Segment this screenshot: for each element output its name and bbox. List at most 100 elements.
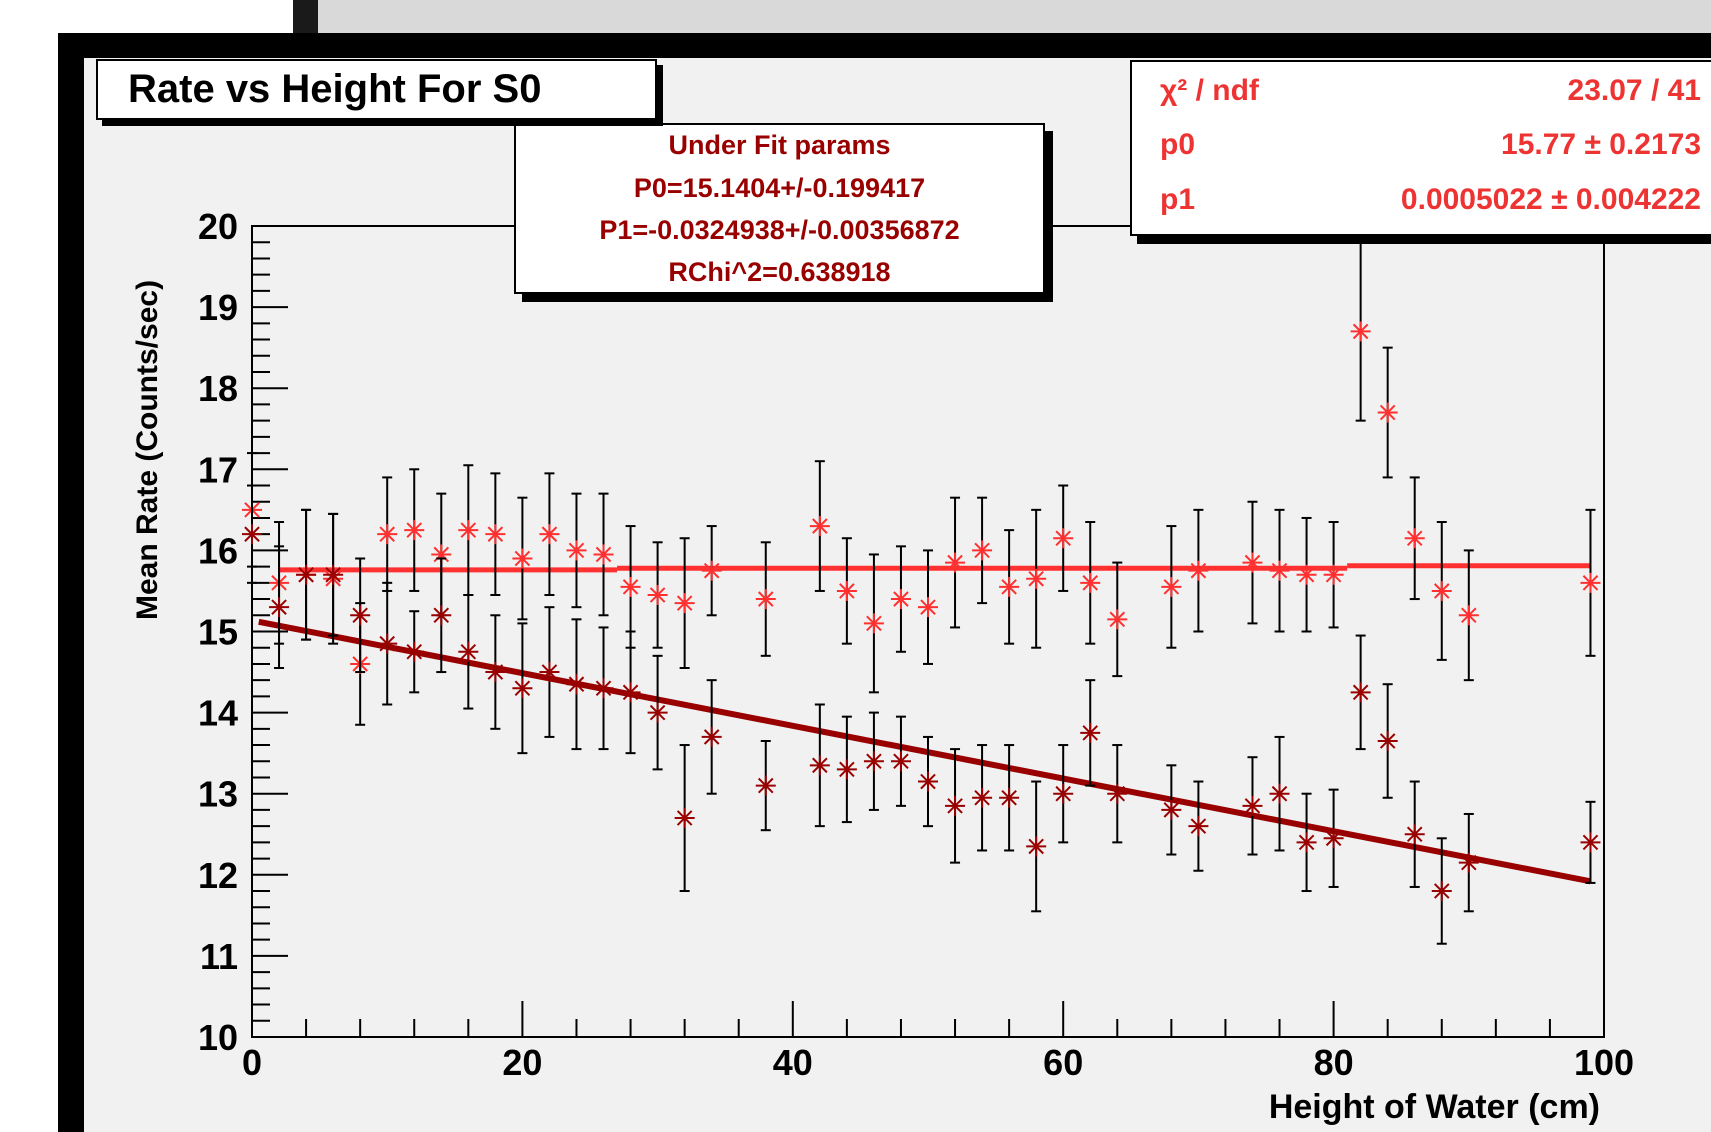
marker-stroke: [514, 680, 531, 697]
data-point: [1161, 525, 1182, 649]
data-point: [512, 622, 533, 755]
data-point: [1269, 508, 1290, 633]
marker-stroke: [1055, 530, 1071, 547]
marker-stroke: [379, 526, 395, 542]
marker-stroke: [541, 664, 558, 680]
data-point: [1458, 812, 1479, 913]
data-point: [377, 581, 398, 706]
marker-stroke: [920, 773, 936, 790]
marker-stroke: [298, 566, 314, 583]
data-point: [918, 735, 938, 828]
data-point: [863, 711, 884, 811]
marker-stroke: [1433, 583, 1450, 599]
marker-stroke: [352, 607, 368, 624]
marker-stroke: [1190, 818, 1207, 834]
data-point: [512, 496, 533, 621]
data-point: [890, 715, 911, 807]
tick-labels: 10 11 12 13 14 15 16 17 18 19 20 0 20 40 60 80 100: [198, 206, 1634, 1083]
marker-stroke: [1082, 725, 1099, 741]
data-point: [836, 715, 857, 824]
marker-stroke: [1582, 575, 1599, 591]
data-point: [1350, 634, 1371, 751]
marker-stroke: [893, 753, 909, 770]
marker-stroke: [676, 810, 693, 826]
data-point: [1161, 764, 1182, 856]
stats-row-p1: p1 0.0005022 ± 0.004222: [1160, 175, 1711, 225]
data-point: [1580, 508, 1601, 657]
data-point: [1404, 476, 1425, 601]
series-under-fit: [242, 484, 1601, 945]
data-point: [701, 679, 722, 795]
marker-stroke: [974, 542, 990, 559]
marker-stroke: [649, 587, 666, 603]
marker-stroke: [703, 729, 720, 745]
marker-stroke: [1352, 684, 1369, 701]
marker-stroke: [325, 566, 341, 583]
under-fit-line: [258, 618, 1592, 885]
data-point: [1080, 679, 1101, 787]
data-point: [1580, 800, 1601, 884]
axes-ticks: [251, 225, 1605, 1038]
marker-stroke: [703, 562, 720, 579]
data-point: [1296, 516, 1317, 633]
marker-stroke: [1325, 830, 1342, 847]
marker-stroke: [514, 550, 531, 567]
marker-stroke: [757, 591, 774, 607]
data-point: [1188, 780, 1209, 872]
series-fit: [242, 241, 1601, 726]
marker-stroke: [1163, 579, 1180, 595]
data-point: [377, 476, 398, 592]
data-point: [972, 744, 993, 852]
data-point: [1296, 792, 1317, 893]
marker-stroke: [568, 542, 585, 559]
marker-stroke: [1352, 323, 1369, 340]
marker-stroke: [1082, 575, 1099, 591]
data-point: [1188, 508, 1209, 633]
marker-stroke: [595, 680, 612, 697]
data-series: [242, 241, 1601, 945]
marker-stroke: [839, 761, 855, 778]
data-point: [674, 744, 695, 893]
y-tick-label: 18: [198, 368, 238, 409]
data-point: [458, 594, 479, 710]
y-axis-label: Mean Rate (Counts/sec): [131, 280, 164, 620]
data-point: [566, 492, 587, 609]
data-point: [674, 537, 695, 669]
data-point: [918, 549, 938, 665]
data-point: [350, 557, 371, 674]
x-tick-label: 80: [1314, 1042, 1354, 1083]
x-axis-label: Height of Water (cm): [1269, 1088, 1600, 1126]
stats-label-p0: p0: [1160, 128, 1196, 161]
marker-stroke: [1001, 789, 1017, 806]
data-point: [269, 545, 290, 669]
marker-stroke: [1001, 579, 1017, 595]
y-tick-label: 11: [200, 936, 238, 977]
data-point: [1242, 756, 1263, 856]
marker-stroke: [812, 518, 828, 534]
stats-label-p1: p1: [1160, 183, 1196, 216]
data-point: [1242, 500, 1263, 625]
x-tick-label: 40: [773, 1042, 813, 1083]
marker-stroke: [595, 546, 612, 563]
data-point: [323, 512, 344, 637]
marker-stroke: [649, 704, 666, 721]
x-tick-label: 0: [242, 1042, 262, 1083]
marker-stroke: [839, 583, 855, 599]
stats-label-chi2: χ² / ndf: [1160, 74, 1259, 107]
top-dark-strip: [293, 0, 318, 33]
marker-stroke: [1109, 611, 1126, 628]
x-tick-label: 100: [1574, 1042, 1634, 1083]
data-point: [1053, 744, 1074, 844]
marker-stroke: [1325, 566, 1342, 583]
marker-stroke: [1298, 834, 1315, 851]
data-point: [593, 492, 614, 617]
marker-stroke: [460, 643, 477, 660]
marker-stroke: [622, 684, 639, 701]
marker-stroke: [947, 554, 963, 571]
data-point: [404, 468, 425, 592]
marker-stroke: [568, 676, 585, 692]
data-point: [620, 525, 641, 649]
y-tick-label: 16: [198, 530, 238, 571]
marker-stroke: [487, 526, 504, 542]
marker-stroke: [947, 798, 963, 814]
